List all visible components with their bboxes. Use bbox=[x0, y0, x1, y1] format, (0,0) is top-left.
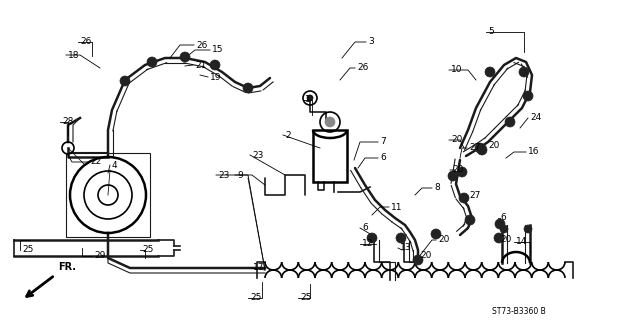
Circle shape bbox=[307, 95, 313, 101]
Text: 17: 17 bbox=[253, 263, 264, 273]
Text: 29: 29 bbox=[94, 252, 106, 260]
Text: 16: 16 bbox=[528, 148, 540, 156]
Text: FR.: FR. bbox=[58, 262, 76, 272]
Text: 4: 4 bbox=[112, 161, 118, 170]
Circle shape bbox=[477, 145, 487, 155]
Circle shape bbox=[210, 60, 220, 70]
Text: 1: 1 bbox=[305, 95, 311, 105]
Text: 2: 2 bbox=[285, 131, 291, 140]
Circle shape bbox=[147, 57, 157, 67]
Text: 13: 13 bbox=[400, 244, 412, 252]
Text: 22: 22 bbox=[90, 157, 101, 166]
Circle shape bbox=[243, 83, 253, 93]
Text: 6: 6 bbox=[500, 213, 506, 222]
Circle shape bbox=[523, 91, 533, 101]
Circle shape bbox=[500, 225, 508, 233]
Circle shape bbox=[448, 171, 458, 181]
Text: 20: 20 bbox=[452, 165, 463, 174]
Circle shape bbox=[457, 167, 467, 177]
Text: 25: 25 bbox=[250, 293, 261, 302]
Text: 20: 20 bbox=[451, 135, 462, 145]
Text: 18: 18 bbox=[68, 51, 79, 60]
Circle shape bbox=[519, 67, 529, 77]
Text: 10: 10 bbox=[451, 66, 463, 75]
Text: 27: 27 bbox=[469, 191, 481, 201]
Bar bbox=[66, 153, 150, 237]
Text: 12: 12 bbox=[362, 239, 373, 249]
Circle shape bbox=[485, 67, 495, 77]
Circle shape bbox=[431, 229, 441, 239]
Text: 26: 26 bbox=[80, 37, 92, 46]
Text: 25: 25 bbox=[300, 293, 312, 302]
Circle shape bbox=[413, 255, 423, 265]
Text: 23: 23 bbox=[218, 171, 229, 180]
Text: ST73-B3360 B: ST73-B3360 B bbox=[492, 308, 546, 316]
Circle shape bbox=[325, 117, 335, 127]
Text: 8: 8 bbox=[434, 183, 440, 193]
Text: 24: 24 bbox=[530, 114, 541, 123]
Text: 6: 6 bbox=[380, 154, 386, 163]
Text: 11: 11 bbox=[391, 203, 403, 212]
Circle shape bbox=[495, 219, 505, 229]
Circle shape bbox=[475, 143, 485, 153]
Text: 25: 25 bbox=[142, 245, 154, 254]
Text: 27: 27 bbox=[469, 143, 481, 153]
Text: 20: 20 bbox=[488, 141, 499, 150]
Text: 26: 26 bbox=[196, 41, 207, 50]
Text: 20: 20 bbox=[500, 236, 511, 244]
Circle shape bbox=[396, 233, 406, 243]
Circle shape bbox=[367, 233, 377, 243]
Text: 20: 20 bbox=[438, 236, 449, 244]
Text: 26: 26 bbox=[357, 63, 369, 73]
Circle shape bbox=[494, 233, 504, 243]
Text: 5: 5 bbox=[488, 28, 493, 36]
Text: 6: 6 bbox=[362, 223, 368, 233]
Circle shape bbox=[120, 76, 130, 86]
Text: 25: 25 bbox=[22, 245, 33, 254]
Text: 7: 7 bbox=[380, 138, 386, 147]
Text: 3: 3 bbox=[368, 37, 374, 46]
Text: 15: 15 bbox=[212, 45, 223, 54]
Text: 21: 21 bbox=[195, 60, 206, 69]
Circle shape bbox=[459, 193, 469, 203]
Bar bbox=[313, 130, 347, 182]
Text: 23: 23 bbox=[252, 150, 264, 159]
Text: 28: 28 bbox=[62, 117, 74, 126]
Circle shape bbox=[180, 52, 190, 62]
Circle shape bbox=[505, 117, 515, 127]
Circle shape bbox=[524, 225, 532, 233]
Text: 14: 14 bbox=[516, 237, 527, 246]
Text: 20: 20 bbox=[420, 251, 431, 260]
Text: 9: 9 bbox=[237, 171, 243, 180]
Circle shape bbox=[465, 215, 475, 225]
Text: 19: 19 bbox=[210, 73, 221, 82]
